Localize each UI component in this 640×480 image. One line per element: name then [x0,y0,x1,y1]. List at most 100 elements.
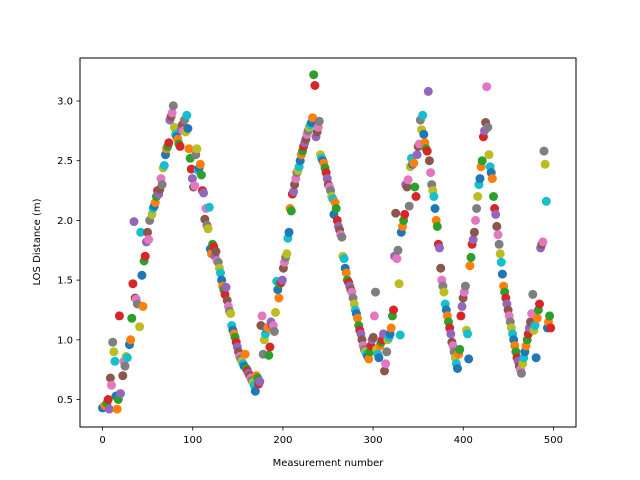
data-point [341,268,351,278]
data-point [195,159,205,169]
data-point [453,364,462,373]
axes-frame [79,57,577,428]
data-point [457,301,467,311]
data-point [159,161,169,170]
data-point [103,395,113,404]
data-point [308,113,318,123]
data-point [196,170,206,180]
data-point [400,209,410,219]
data-point [109,347,119,357]
data-point [435,243,444,253]
data-point [394,279,404,289]
data-point [282,249,292,259]
data-point [289,187,298,197]
data-point [539,146,549,156]
data-point [532,313,542,323]
data-point [546,323,556,333]
data-point [541,196,551,206]
data-point [135,322,145,332]
data-point [110,356,120,366]
data-point [118,371,128,381]
data-point [337,232,347,242]
data-point [339,254,349,264]
x-tick-label: 200 [273,435,292,446]
data-point [250,386,260,396]
data-point [389,305,398,315]
data-point [129,217,139,227]
data-point [540,159,550,169]
data-point [164,138,174,148]
x-axis-label: Measurement number [273,458,385,469]
data-point [168,101,178,111]
data-point [364,354,374,364]
data-point [477,156,487,166]
data-point [409,158,419,168]
data-point [496,257,506,267]
data-point [186,164,196,174]
data-point [410,182,420,192]
data-point [128,279,138,289]
data-point [184,144,194,154]
data-point [240,349,250,359]
data-point [535,299,544,309]
data-point [204,202,214,212]
data-point [211,247,221,256]
data-point [538,237,548,247]
data-point [446,329,456,339]
x-tick-label: 0 [99,435,105,446]
data-point [471,215,480,225]
data-point [386,323,396,333]
data-point [460,281,470,291]
data-point [127,313,137,323]
data-point [403,175,413,185]
data-point [393,245,403,255]
data-point [419,129,429,139]
x-tick-label: 300 [364,435,383,446]
data-point [274,293,284,303]
data-point [374,353,384,363]
data-point [331,204,341,213]
data-point [422,146,432,156]
data-point [114,311,124,321]
data-point [136,227,146,237]
data-point [107,380,116,390]
data-point [286,206,296,216]
data-point [531,353,541,363]
data-point [169,122,179,132]
data-point [530,321,540,330]
data-point [545,311,555,321]
data-point [353,313,362,323]
data-point [257,311,267,321]
data-point [380,366,389,376]
data-point [494,239,504,249]
data-point [108,337,118,347]
data-point [455,344,465,354]
data-points [98,70,556,414]
data-point [140,251,150,261]
data-point [157,180,167,190]
data-point [216,268,225,278]
data-point [424,156,434,166]
data-point [402,182,412,192]
data-point [392,254,402,264]
data-point [466,252,476,262]
data-point [269,327,279,336]
data-point [484,150,494,160]
y-axis-label: LOS Distance (m) [32,198,43,285]
data-point [143,227,152,237]
data-point [492,221,502,231]
data-point [426,168,436,178]
data-point [395,330,405,340]
data-point [528,289,538,299]
data-point [475,174,485,184]
data-point [491,209,501,219]
data-point [264,350,274,360]
data-point [368,332,378,342]
data-point [472,204,482,213]
data-point [381,359,391,369]
data-point [104,404,114,414]
data-point [517,368,526,378]
data-point [203,224,213,234]
x-tick-label: 500 [544,435,563,446]
